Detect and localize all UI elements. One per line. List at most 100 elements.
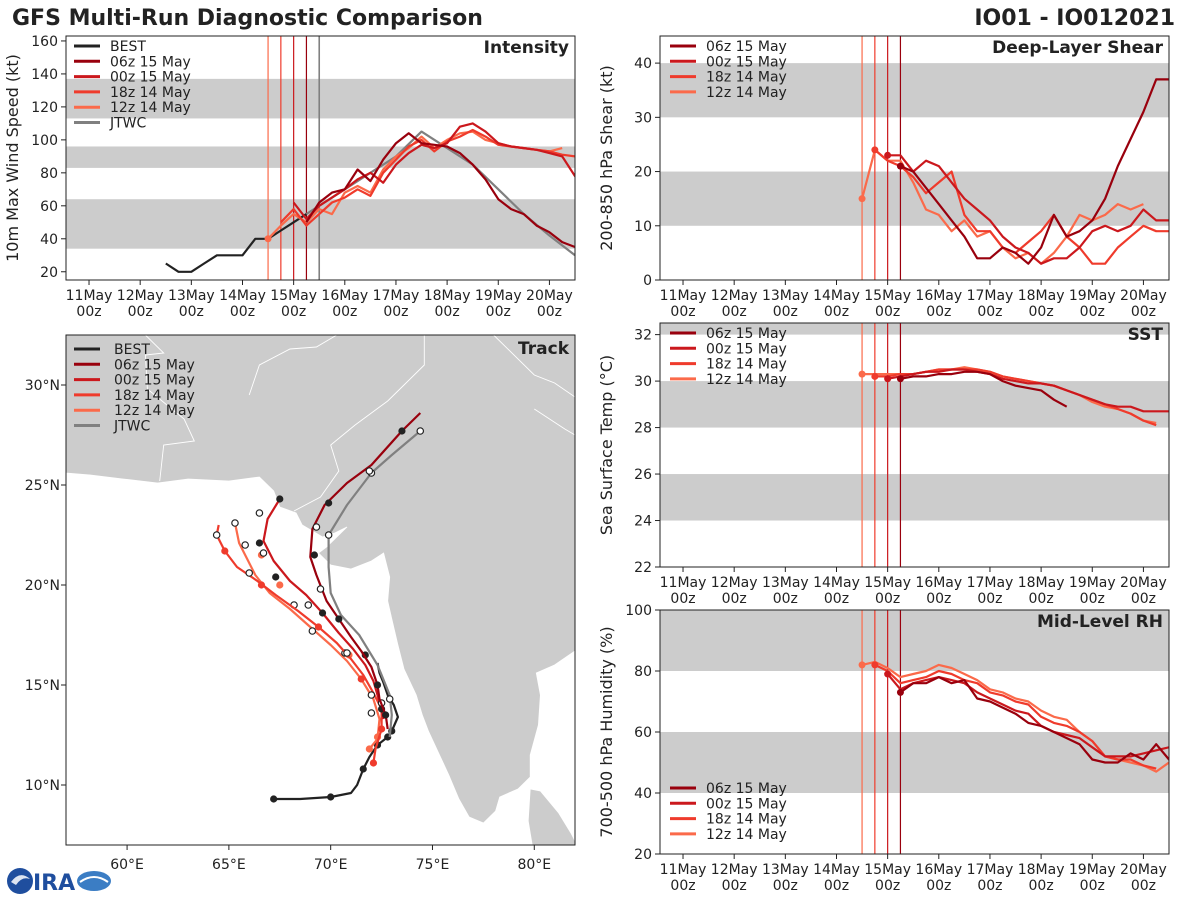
intensity-ytick-label: 160 — [31, 34, 58, 50]
track-legend-label: 12z 14 May — [114, 403, 195, 419]
sst-band — [660, 381, 1169, 428]
track-point-filled — [335, 615, 343, 623]
track-plot-area — [66, 335, 575, 845]
rh-xtick-label: 18May 00z — [1018, 862, 1065, 894]
intensity-title: Intensity — [484, 38, 569, 58]
intensity-ytick-label: 80 — [40, 166, 58, 182]
rh-ylabel: 700-500 hPa Humidity (%) — [597, 626, 616, 837]
intensity-xtick-label: 20May 00z — [526, 288, 573, 320]
sst-xtick-label: 14May 00z — [813, 575, 860, 607]
shear-xtick-label: 13May 00z — [762, 288, 809, 320]
shear-series-00z-15-may — [887, 154, 1169, 265]
logo-wordmark: IRA — [33, 871, 75, 896]
track-point-filled — [327, 793, 335, 801]
shear-legend-label: 06z 15 May — [706, 39, 787, 55]
track-00z-15-may — [262, 498, 385, 720]
intensity-ytick-label: 120 — [31, 100, 58, 116]
shear-xtick-label: 18May 00z — [1018, 288, 1065, 320]
rh-title: Mid-Level RH — [1037, 612, 1163, 632]
track-point-open — [259, 549, 268, 557]
track-ytick-label: 15°N — [25, 678, 60, 694]
track-best — [273, 662, 399, 801]
sst-xtick-label: 17May 00z — [967, 575, 1014, 607]
sst-band — [660, 474, 1169, 521]
shear-ytick-label: 0 — [643, 273, 652, 289]
rh-ytick-label: 40 — [634, 786, 652, 802]
track-point-filled — [310, 551, 318, 559]
shear-plot-area — [660, 36, 1169, 280]
rh-series-start-marker — [871, 661, 879, 669]
track-point-open — [241, 541, 249, 549]
intensity-series-start-marker — [264, 235, 272, 243]
rh-ytick-label: 80 — [634, 664, 652, 680]
sst-legend-label: 12z 14 May — [706, 372, 787, 388]
intensity-xtick-label: 11May 00z — [66, 288, 113, 320]
country-border — [534, 408, 575, 436]
track-xtick-label: 65°E — [212, 857, 246, 873]
track-point-open — [367, 691, 376, 699]
shear-xtick-label: 11May 00z — [660, 288, 707, 320]
sst-series-start-marker — [858, 370, 866, 378]
rh-xtick-label: 14May 00z — [813, 862, 860, 894]
sst-plot-area — [660, 323, 1169, 567]
intensity-xtick-label: 14May 00z — [219, 288, 266, 320]
shear-series-06z-15-may — [899, 78, 1169, 265]
track-point-open — [231, 519, 239, 527]
track-point-filled — [257, 581, 266, 589]
sst-ytick-label: 22 — [634, 560, 652, 576]
track-point-filled — [318, 609, 327, 617]
intensity-band — [66, 146, 575, 168]
intensity-xtick-label: 18May 00z — [424, 288, 471, 320]
shear-xtick-label: 14May 00z — [813, 288, 860, 320]
track-point-filled — [398, 427, 406, 435]
storm-id: IO01 - IO012021 — [974, 6, 1175, 31]
rh-xtick-label: 20May 00z — [1120, 862, 1167, 894]
landmass-asia — [66, 335, 575, 824]
shear-ytick-label: 30 — [634, 110, 652, 126]
shear-xtick-label: 19May 00z — [1069, 288, 1116, 320]
shear-xtick-label: 17May 00z — [967, 288, 1014, 320]
track-title: Track — [518, 339, 570, 359]
shear-series-start-marker — [858, 195, 866, 203]
track-point-open — [245, 569, 254, 577]
track-point-filled — [270, 795, 278, 803]
intensity-legend-label: 06z 15 May — [110, 54, 191, 70]
rh-xtick-label: 11May 00z — [660, 862, 707, 894]
track-ytick-label: 10°N — [25, 778, 60, 794]
sst-series-start-marker — [884, 375, 892, 383]
intensity-frame — [65, 35, 576, 281]
intensity-series-best — [165, 213, 307, 273]
intensity-ytick-label: 20 — [40, 265, 58, 281]
track-point-filled — [276, 495, 284, 503]
track-point-open — [365, 467, 374, 475]
shear-legend-label: 00z 15 May — [706, 54, 787, 70]
track-point-filled — [359, 765, 367, 773]
shear-xtick-label: 16May 00z — [915, 288, 962, 320]
sst-band — [660, 323, 1169, 335]
track-point-filled — [382, 711, 390, 719]
sst-xtick-label: 13May 00z — [762, 575, 809, 607]
intensity-xtick-label: 19May 00z — [475, 288, 522, 320]
rh-plot-area — [660, 610, 1169, 854]
track-legend-label: BEST — [114, 342, 150, 358]
sst-ytick-label: 28 — [634, 421, 652, 437]
track-xtick-label: 75°E — [416, 857, 450, 873]
sst-series-start-marker — [896, 375, 904, 383]
track-point-open — [343, 649, 351, 657]
track-point-open — [324, 531, 333, 539]
sst-series-06z-15-may — [900, 370, 1068, 408]
intensity-plot-area — [66, 36, 575, 280]
rh-legend-label: 06z 15 May — [706, 781, 787, 797]
rh-ytick-label: 60 — [634, 725, 652, 741]
intensity-legend-label: 18z 14 May — [110, 85, 191, 101]
sst-xtick-label: 11May 00z — [660, 575, 707, 607]
intensity-ylabel: 10m Max Wind Speed (kt) — [3, 54, 22, 262]
rh-xtick-label: 17May 00z — [967, 862, 1014, 894]
track-point-open — [316, 585, 325, 593]
sst-legend-label: 00z 15 May — [706, 341, 787, 357]
shear-series-18z-14-may — [874, 149, 1169, 265]
sst-legend-label: 18z 14 May — [706, 357, 787, 373]
